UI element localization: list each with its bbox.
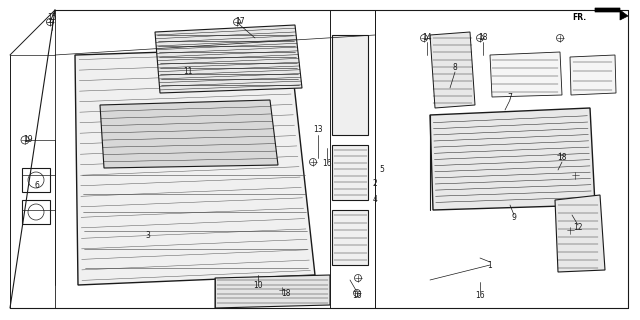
Text: 17: 17 xyxy=(235,18,245,27)
Text: 6: 6 xyxy=(35,180,40,189)
Circle shape xyxy=(355,56,360,61)
Circle shape xyxy=(21,136,29,144)
Circle shape xyxy=(98,208,112,222)
Circle shape xyxy=(234,19,241,26)
Text: 16: 16 xyxy=(322,158,332,167)
Text: 4: 4 xyxy=(372,196,378,204)
Polygon shape xyxy=(555,195,605,272)
Polygon shape xyxy=(430,32,475,108)
Bar xyxy=(22,200,50,224)
Circle shape xyxy=(340,69,346,74)
Circle shape xyxy=(355,83,360,87)
Circle shape xyxy=(278,233,292,247)
Text: 5: 5 xyxy=(380,165,385,174)
Circle shape xyxy=(566,227,573,234)
Text: 9: 9 xyxy=(511,213,516,222)
Circle shape xyxy=(355,96,360,101)
Circle shape xyxy=(98,178,112,192)
Circle shape xyxy=(348,56,353,61)
Text: 3: 3 xyxy=(145,230,150,239)
Text: 16: 16 xyxy=(475,291,485,300)
Circle shape xyxy=(348,43,353,47)
Circle shape xyxy=(310,158,317,165)
Text: 8: 8 xyxy=(452,63,458,73)
Circle shape xyxy=(333,96,339,101)
Circle shape xyxy=(557,151,563,158)
Polygon shape xyxy=(430,108,595,210)
Circle shape xyxy=(348,123,353,127)
Circle shape xyxy=(333,83,339,87)
Circle shape xyxy=(47,19,53,25)
Text: 15: 15 xyxy=(47,13,57,22)
Circle shape xyxy=(355,69,360,74)
Text: 18: 18 xyxy=(557,154,567,163)
Polygon shape xyxy=(100,100,278,168)
Circle shape xyxy=(98,241,112,255)
Text: 12: 12 xyxy=(573,223,583,233)
Circle shape xyxy=(340,123,346,127)
Circle shape xyxy=(557,35,563,42)
Circle shape xyxy=(333,43,339,47)
Text: 7: 7 xyxy=(508,92,513,101)
Circle shape xyxy=(477,35,483,42)
Polygon shape xyxy=(155,25,302,93)
Circle shape xyxy=(362,123,367,127)
Circle shape xyxy=(340,83,346,87)
Circle shape xyxy=(362,69,367,74)
Circle shape xyxy=(278,188,292,202)
Text: 13: 13 xyxy=(313,125,323,134)
Circle shape xyxy=(355,123,360,127)
Circle shape xyxy=(348,96,353,101)
Text: 19: 19 xyxy=(23,135,33,145)
Circle shape xyxy=(348,83,353,87)
Polygon shape xyxy=(490,52,562,97)
Bar xyxy=(22,168,50,192)
Text: 18: 18 xyxy=(478,34,488,43)
Circle shape xyxy=(348,69,353,74)
Circle shape xyxy=(28,204,44,220)
Polygon shape xyxy=(215,275,330,308)
Circle shape xyxy=(362,83,367,87)
Circle shape xyxy=(28,172,44,188)
Circle shape xyxy=(340,96,346,101)
Circle shape xyxy=(348,109,353,114)
Circle shape xyxy=(333,109,339,114)
Circle shape xyxy=(355,275,362,282)
Circle shape xyxy=(333,123,339,127)
Polygon shape xyxy=(332,145,368,200)
Text: 16: 16 xyxy=(352,291,362,300)
Text: 11: 11 xyxy=(183,68,193,76)
Polygon shape xyxy=(332,210,368,265)
Circle shape xyxy=(278,286,285,293)
Circle shape xyxy=(362,56,367,61)
Circle shape xyxy=(355,43,360,47)
Circle shape xyxy=(340,43,346,47)
Circle shape xyxy=(572,172,579,179)
Circle shape xyxy=(353,290,360,297)
Circle shape xyxy=(420,35,428,42)
Text: 18: 18 xyxy=(281,289,291,298)
Polygon shape xyxy=(332,35,368,135)
Polygon shape xyxy=(595,8,628,20)
Text: 14: 14 xyxy=(422,34,432,43)
Circle shape xyxy=(47,19,54,26)
Circle shape xyxy=(333,69,339,74)
Text: 1: 1 xyxy=(488,260,492,269)
Circle shape xyxy=(340,56,346,61)
Circle shape xyxy=(355,109,360,114)
Polygon shape xyxy=(570,55,616,95)
Circle shape xyxy=(362,43,367,47)
Circle shape xyxy=(340,109,346,114)
Text: 10: 10 xyxy=(253,281,263,290)
Polygon shape xyxy=(75,48,315,285)
Text: 2: 2 xyxy=(372,179,378,188)
Text: FR.: FR. xyxy=(572,13,586,22)
Circle shape xyxy=(333,56,339,61)
Circle shape xyxy=(362,96,367,101)
Circle shape xyxy=(362,109,367,114)
